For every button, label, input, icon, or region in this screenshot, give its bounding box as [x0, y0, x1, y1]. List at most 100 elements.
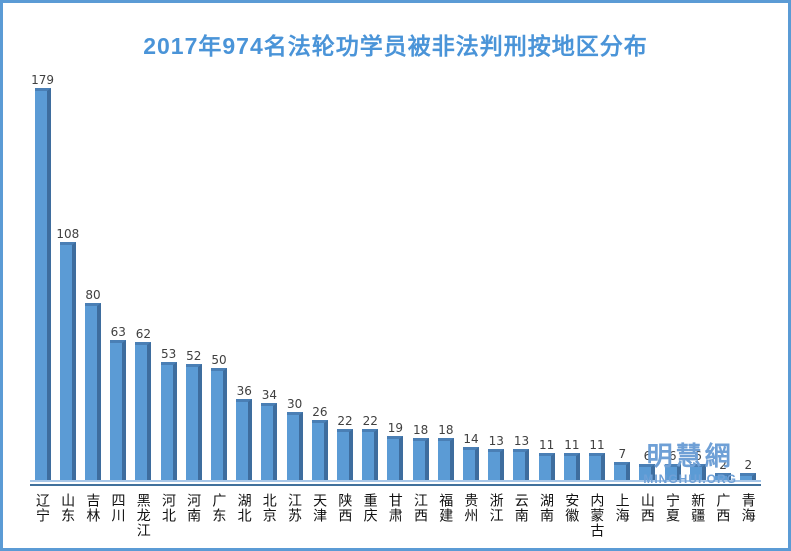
bar-value-label: 7 — [618, 447, 627, 461]
bar-column: 52 — [181, 349, 206, 480]
bar-column: 11 — [584, 438, 609, 480]
bar — [412, 438, 429, 480]
x-axis-label-cell: 江西 — [408, 493, 433, 538]
x-axis-label-cell: 吉林 — [80, 493, 105, 538]
bar-column: 7 — [610, 447, 635, 480]
x-axis-line-light — [30, 480, 761, 482]
x-axis-label-cell: 黑龙江 — [131, 493, 156, 538]
bar-column: 14 — [458, 432, 483, 480]
bar-column: 22 — [358, 414, 383, 480]
x-axis-label-cell: 安徽 — [559, 493, 584, 538]
bar-column: 26 — [307, 405, 332, 480]
bar-value-label: 30 — [286, 397, 303, 411]
bar-column: 53 — [156, 347, 181, 480]
x-axis-label-cell: 上海 — [610, 493, 635, 538]
x-axis-label: 甘肃 — [387, 493, 404, 523]
bar-column: 6 — [685, 449, 710, 480]
x-axis-label: 上海 — [614, 493, 631, 523]
x-axis-label-cell: 重庆 — [358, 493, 383, 538]
x-axis-label-cell: 新疆 — [685, 493, 710, 538]
bar-column: 18 — [433, 423, 458, 480]
x-axis-label: 福建 — [438, 493, 455, 523]
x-axis-label-cell: 广西 — [710, 493, 735, 538]
bar — [639, 464, 656, 480]
bar-column: 50 — [206, 353, 231, 480]
x-axis-label: 湖南 — [539, 493, 555, 523]
chart-title: 2017年974名法轮功学员被非法判刑按地区分布 — [143, 33, 648, 59]
bar-column: 2 — [736, 458, 761, 480]
bar — [513, 449, 530, 480]
bar — [85, 303, 101, 480]
plot-area: 179 108 80 63 62 53 52 50 36 34 30 26 22 22 19 18 18 14 13… — [30, 69, 761, 538]
bar-value-label: 6 — [694, 449, 702, 463]
bar-value-label: 63 — [110, 325, 126, 339]
x-axis-label: 辽宁 — [34, 493, 51, 523]
bar — [311, 420, 328, 480]
x-axis-label: 青海 — [740, 493, 757, 523]
bar-column: 22 — [332, 414, 357, 480]
bar — [563, 453, 580, 480]
x-axis-label: 内蒙古 — [589, 493, 606, 538]
x-axis-label: 云南 — [513, 493, 530, 523]
bar-value-label: 52 — [186, 349, 202, 363]
bar — [740, 473, 757, 480]
x-axis-label: 山东 — [60, 493, 77, 523]
bar-column: 80 — [80, 288, 105, 480]
x-axis-label-cell: 广东 — [206, 493, 231, 538]
bar-value-label: 18 — [438, 423, 454, 437]
bar-column: 6 — [660, 449, 685, 480]
bar-value-label: 22 — [362, 414, 378, 428]
bar-value-label: 34 — [261, 388, 278, 402]
bar-value-label: 11 — [589, 438, 605, 452]
bar — [488, 449, 505, 480]
x-axis-labels: 辽宁 山东 吉林 四川 黑龙江 河北 河南 广东 湖北 北京 江苏 天津 陕西 重庆 甘肃 江西 福建 贵州 浙江云… — [30, 493, 761, 538]
x-axis-label-cell: 湖北 — [232, 493, 257, 538]
x-axis-line — [30, 480, 761, 486]
x-axis-label: 山西 — [639, 493, 656, 523]
x-axis-label-cell: 甘肃 — [383, 493, 408, 538]
bar-column: 13 — [509, 434, 534, 480]
bar-column: 6 — [635, 449, 660, 480]
x-axis-label-cell: 天津 — [307, 493, 332, 538]
x-axis-label-cell: 北京 — [257, 493, 282, 538]
bar — [437, 438, 454, 480]
minghui-logo-chinese: 明慧網 — [646, 441, 734, 471]
x-axis-label: 河北 — [160, 493, 177, 523]
x-axis-label-cell: 山东 — [55, 493, 80, 538]
bar-value-label: 36 — [236, 384, 252, 398]
bar-value-label: 19 — [387, 421, 404, 435]
bar-value-label: 2 — [744, 458, 753, 472]
bar-value-label: 13 — [513, 434, 530, 448]
x-axis-label-cell: 四川 — [106, 493, 131, 538]
x-axis-label: 河南 — [186, 493, 203, 523]
bar — [59, 242, 76, 480]
bar-value-label: 80 — [85, 288, 101, 302]
bar — [110, 340, 127, 480]
bar-value-label: 179 — [31, 73, 55, 87]
bar-column: 19 — [383, 421, 408, 480]
bar — [387, 436, 404, 480]
bar-value-label: 50 — [211, 353, 227, 367]
x-axis-label: 四川 — [110, 493, 127, 523]
x-axis-label: 重庆 — [362, 493, 379, 523]
x-axis-label: 天津 — [312, 493, 329, 523]
x-axis-label-cell: 河北 — [156, 493, 181, 538]
x-axis-label-cell: 湖南 — [534, 493, 559, 538]
x-axis-label: 湖北 — [236, 493, 253, 523]
bar-column: 18 — [408, 423, 433, 480]
bar-value-label: 26 — [312, 405, 328, 419]
x-axis-label-cell: 河南 — [181, 493, 206, 538]
bar-column: 36 — [232, 384, 257, 480]
bar — [362, 429, 379, 480]
bar-value-label: 14 — [463, 432, 479, 446]
x-axis-label-cell: 山西 — [635, 493, 660, 538]
x-axis-label-cell: 宁夏 — [660, 493, 685, 538]
bar-value-label: 18 — [413, 423, 429, 437]
x-axis-label: 贵州 — [463, 493, 480, 523]
bar — [463, 447, 480, 480]
x-axis-label-cell: 福建 — [433, 493, 458, 538]
x-axis-label-cell: 浙江 — [484, 493, 509, 538]
bar-column: 62 — [131, 327, 156, 480]
x-axis-label: 广西 — [715, 493, 732, 523]
